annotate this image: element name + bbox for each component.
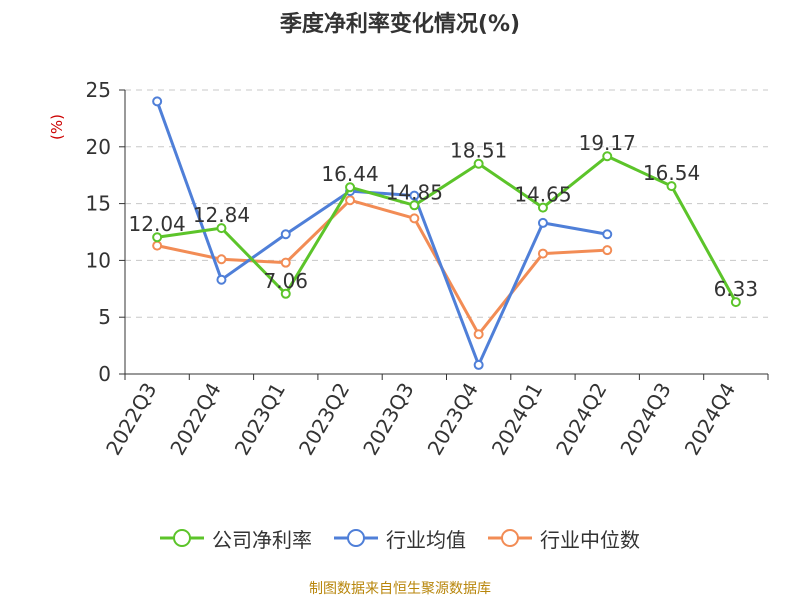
- series-line: [155, 100, 608, 367]
- x-tick-label: 2023Q1: [230, 379, 290, 460]
- data-labels: 12.04 12.84 7.06 16.44 14.85 18.51 14.65 19.17 1…: [129, 131, 759, 301]
- data-point: [409, 200, 420, 211]
- data-point: [730, 297, 741, 308]
- grid-lines: [125, 89, 768, 318]
- data-label: 14.85: [386, 180, 443, 204]
- data-point: [537, 202, 548, 213]
- data-point: [473, 158, 484, 169]
- legend-item[interactable]: 行业均值: [334, 524, 466, 553]
- series-line: [156, 198, 608, 336]
- x-tick-label: 2024Q3: [615, 379, 675, 460]
- legend-item[interactable]: 公司净利率: [160, 524, 312, 553]
- data-label: 16.44: [321, 162, 378, 186]
- data-label: 16.54: [643, 161, 700, 185]
- line-chart: 0 5 10 15 20 25 2022Q3 2022Q4 2023Q1 2023Q2 2023Q3…: [86, 78, 769, 460]
- data-point: [152, 232, 163, 243]
- data-point: [473, 329, 484, 340]
- data-point: [409, 190, 420, 201]
- legend-label: 公司净利率: [212, 527, 312, 552]
- x-tick-label: 2022Q4: [165, 379, 225, 460]
- data-point: [216, 274, 227, 285]
- series-lines: [152, 96, 741, 370]
- data-point: [280, 257, 291, 268]
- y-tick-label: 0: [98, 362, 111, 386]
- y-tick-label: 10: [86, 248, 111, 272]
- data-point: [345, 182, 356, 193]
- data-point: [216, 223, 227, 234]
- axes: 0 5 10 15 20 25 2022Q3 2022Q4 2023Q1 2023Q2 2023Q3…: [86, 78, 769, 460]
- legend: 公司净利率 行业均值 行业中位数: [0, 518, 800, 558]
- y-tick-label: 25: [86, 78, 111, 102]
- x-tick-label: 2024Q2: [551, 379, 611, 460]
- x-tick-label: 2024Q1: [487, 379, 547, 460]
- data-point: [216, 254, 227, 265]
- data-point: [537, 217, 548, 228]
- data-point: [152, 240, 163, 251]
- source-note: 制图数据来自恒生聚源数据库: [309, 581, 491, 597]
- data-point: [409, 213, 420, 224]
- x-tick-label: 2024Q4: [680, 379, 740, 460]
- x-tick-label: 2023Q4: [423, 379, 483, 460]
- data-label: 18.51: [450, 139, 507, 163]
- legend-label: 行业中位数: [540, 527, 640, 552]
- y-tick-label: 20: [86, 135, 111, 159]
- data-label: 12.84: [193, 203, 250, 227]
- data-point: [602, 229, 613, 240]
- chart-title: 季度净利率变化情况(%): [279, 12, 521, 37]
- data-point: [280, 288, 291, 299]
- data-label: 12.04: [129, 212, 186, 236]
- data-point: [152, 96, 163, 107]
- x-tick-label: 2022Q3: [101, 379, 161, 460]
- data-label: 6.33: [714, 277, 759, 301]
- data-point: [345, 195, 356, 206]
- data-point: [537, 248, 548, 259]
- data-point: [602, 151, 613, 162]
- legend-swatch-icon: [488, 529, 532, 547]
- data-point: [473, 359, 484, 370]
- data-point: [666, 181, 677, 192]
- data-label: 14.65: [514, 183, 571, 207]
- legend-label: 行业均值: [386, 527, 466, 552]
- y-tick-label: 5: [98, 305, 111, 329]
- data-point: [280, 229, 291, 240]
- legend-item[interactable]: 行业中位数: [488, 524, 640, 553]
- legend-swatch-icon: [334, 529, 378, 547]
- data-point: [602, 245, 613, 256]
- y-tick-label: 15: [86, 192, 111, 216]
- data-label: 19.17: [579, 131, 636, 155]
- series-line: [156, 154, 738, 303]
- legend-swatch-icon: [160, 529, 204, 547]
- x-tick-label: 2023Q2: [294, 379, 354, 460]
- x-tick-label: 2023Q3: [358, 379, 418, 460]
- data-label: 7.06: [263, 269, 308, 293]
